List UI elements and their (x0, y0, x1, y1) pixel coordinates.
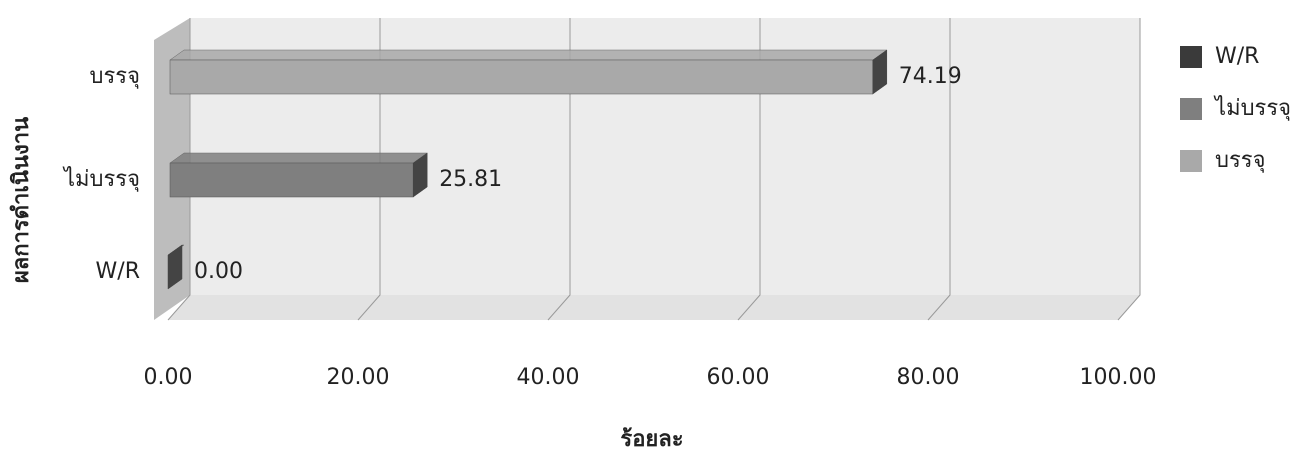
legend-swatch (1180, 46, 1202, 68)
value-label: 0.00 (194, 259, 243, 284)
legend-label: ไม่บรรจุ (1213, 95, 1291, 121)
legend-label: บรรจุ (1215, 148, 1266, 173)
x-tick-label: 80.00 (897, 365, 960, 390)
bar-end (412, 152, 428, 198)
grid-line (1117, 18, 1141, 321)
grid-line (357, 18, 381, 321)
value-label: 25.81 (439, 167, 502, 192)
bar-end (167, 244, 183, 290)
bar-front (169, 162, 414, 198)
y-tick-label: บรรจุ (90, 64, 141, 89)
x-tick-label: 40.00 (517, 365, 580, 390)
y-tick-label: ไม่บรรจุ (62, 166, 140, 192)
bar (169, 152, 428, 198)
x-tick-label: 0.00 (144, 365, 193, 390)
value-label: 74.19 (899, 64, 962, 89)
bar-top (169, 49, 888, 61)
floor (168, 295, 1140, 320)
grid-line (927, 18, 951, 321)
x-tick-label: 60.00 (707, 365, 770, 390)
legend-swatch (1180, 98, 1202, 120)
bar-top (169, 152, 428, 164)
x-axis-label: ร้อยละ (620, 427, 683, 452)
grid-line (547, 18, 571, 321)
grid-line (737, 18, 761, 321)
bar-end (872, 49, 888, 95)
bar (167, 244, 185, 290)
grid-line (167, 18, 191, 321)
y-axis-label: ผลการดำเนินงาน (9, 117, 34, 283)
bar-front (169, 59, 874, 95)
x-tick-label: 20.00 (327, 365, 390, 390)
y-tick-label: W/R (96, 259, 140, 284)
bar (169, 49, 888, 95)
legend-label: W/R (1215, 44, 1259, 69)
legend-swatch (1180, 150, 1202, 172)
x-tick-label: 100.00 (1080, 365, 1157, 390)
